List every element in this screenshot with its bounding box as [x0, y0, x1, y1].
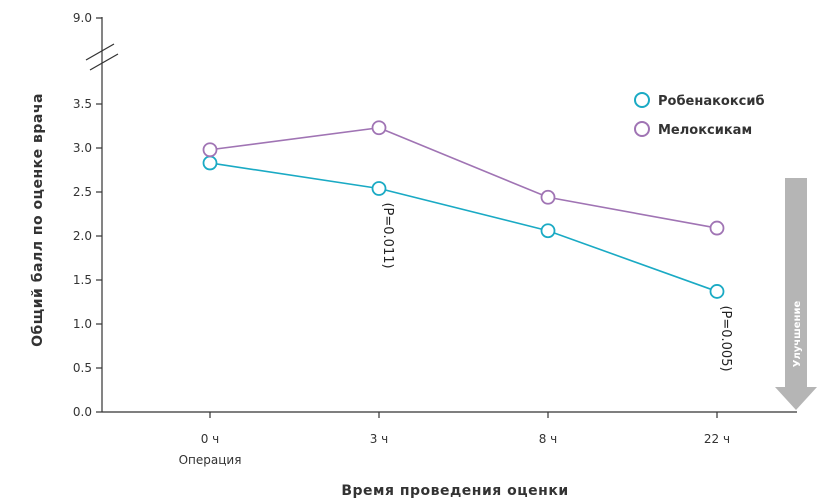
series-points — [202, 120, 725, 299]
p-value-annotation: (P=0.005) — [718, 305, 733, 371]
data-point — [709, 284, 725, 299]
improvement-arrow-shape — [775, 178, 817, 410]
series-line — [209, 126, 718, 229]
y-tick-label: 1.5 — [73, 273, 92, 287]
data-point — [709, 220, 725, 236]
y-tick-label: 2.0 — [73, 229, 92, 243]
x-tick-label: 3 ч — [370, 432, 389, 446]
data-point — [540, 223, 556, 239]
x-ticks: 0 ч Операция 3 ч 8 ч 22 ч — [179, 412, 730, 467]
data-point — [202, 155, 218, 171]
legend-label-meloxicam: Мелоксикам — [658, 123, 752, 138]
y-tick-label: 9.0 — [73, 11, 92, 25]
y-tick-label: 0.5 — [73, 361, 92, 375]
y-axis-title: Общий балл по оценке врача — [30, 93, 46, 347]
data-point — [540, 189, 556, 205]
series-lines — [209, 126, 718, 293]
improvement-arrow: Улучшение — [775, 178, 817, 410]
y-tick-label: 3.0 — [73, 141, 92, 155]
y-tick-label: 1.0 — [73, 317, 92, 331]
x-tick-label: 8 ч — [539, 432, 558, 446]
legend-marker-robenacoxib — [634, 92, 650, 108]
x-axis-title: Время проведения оценки — [341, 483, 568, 499]
x-tick-sublabel: Операция — [179, 453, 242, 467]
improvement-label: Улучшение — [792, 301, 803, 368]
y-tick-label: 3.5 — [73, 97, 92, 111]
legend-marker-meloxicam — [634, 121, 650, 137]
legend: Робенакоксиб Мелоксикам — [634, 92, 765, 138]
data-point — [371, 181, 387, 196]
data-point — [371, 120, 387, 136]
axis-break-mark-upper — [85, 43, 115, 61]
series-line — [209, 162, 718, 293]
y-tick-label: 2.5 — [73, 185, 92, 199]
annotations: (P=0.011) (P=0.005) — [380, 202, 733, 371]
data-point — [202, 142, 218, 158]
axis-break-mark-lower — [89, 53, 119, 71]
x-tick-label: 22 ч — [704, 432, 730, 446]
legend-label-robenacoxib: Робенакоксиб — [658, 94, 765, 109]
x-tick-label: 0 ч — [201, 432, 220, 446]
y-ticks: 0.0 0.5 1.0 1.5 2.0 2.5 3.0 3.5 9.0 — [73, 11, 102, 419]
p-value-annotation: (P=0.011) — [380, 202, 395, 268]
y-tick-label: 0.0 — [73, 405, 92, 419]
